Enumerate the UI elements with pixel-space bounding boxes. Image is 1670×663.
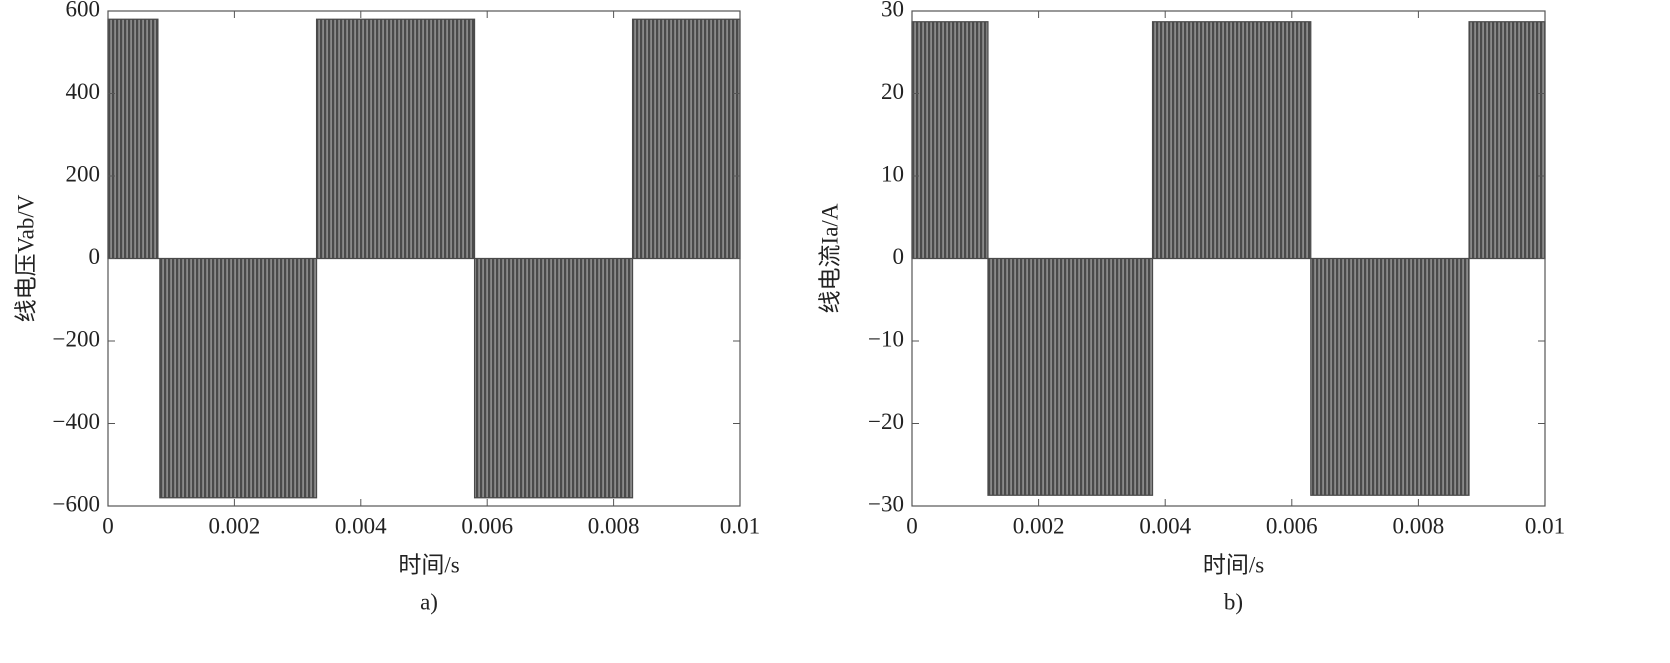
x-axis-label: 时间/s — [1203, 552, 1264, 577]
y-tick-label: −200 — [53, 326, 100, 351]
y-tick-label: 200 — [66, 161, 101, 186]
y-tick-label: 20 — [881, 79, 904, 104]
x-tick-label: 0.006 — [461, 513, 513, 538]
x-tick-label: 0 — [102, 513, 114, 538]
y-tick-label: −600 — [53, 491, 100, 516]
x-tick-label: 0.002 — [209, 513, 261, 538]
x-tick-label: 0.002 — [1013, 513, 1065, 538]
y-tick-label: −10 — [868, 326, 904, 351]
y-tick-label: 400 — [66, 79, 101, 104]
x-axis-label: 时间/s — [398, 552, 459, 577]
caption: a) — [420, 589, 438, 614]
waveform — [107, 18, 741, 499]
waveform — [911, 21, 1546, 496]
y-tick-label: −400 — [53, 409, 100, 434]
y-tick-label: 0 — [893, 244, 905, 269]
x-tick-label: 0.006 — [1266, 513, 1318, 538]
y-axis-label: 线电流Ia/A — [817, 203, 842, 313]
x-tick-label: 0.01 — [720, 513, 760, 538]
y-tick-label: 0 — [89, 244, 101, 269]
y-tick-label: 600 — [66, 0, 101, 21]
y-tick-label: 10 — [881, 161, 904, 186]
x-tick-label: 0 — [906, 513, 918, 538]
y-tick-label: −30 — [868, 491, 904, 516]
x-tick-label: 0.004 — [335, 513, 387, 538]
x-tick-label: 0.01 — [1525, 513, 1565, 538]
y-tick-label: 30 — [881, 0, 904, 21]
caption: b) — [1224, 589, 1243, 614]
x-tick-label: 0.008 — [588, 513, 640, 538]
x-tick-label: 0.008 — [1393, 513, 1445, 538]
x-tick-label: 0.004 — [1139, 513, 1191, 538]
y-axis-label: 线电压Vab/V — [13, 194, 38, 322]
y-tick-label: −20 — [868, 409, 904, 434]
